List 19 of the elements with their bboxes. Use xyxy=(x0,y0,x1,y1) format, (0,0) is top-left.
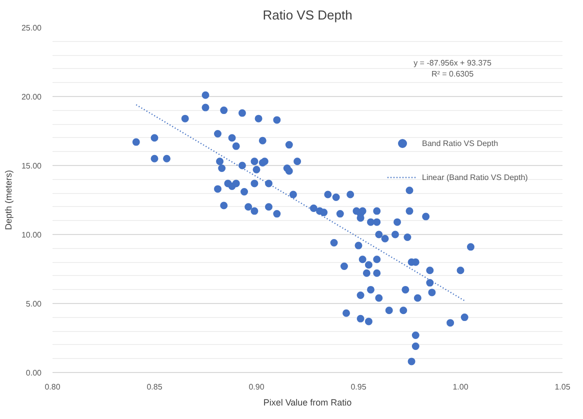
y-tick-label: 5.00 xyxy=(26,300,42,308)
legend-label: Linear (Band Ratio VS Depth) xyxy=(422,172,528,182)
x-tick-label: 1.00 xyxy=(452,382,469,392)
x-tick-label: 1.05 xyxy=(554,382,571,392)
chart-title: Ratio VS Depth xyxy=(262,8,352,22)
x-tick-label: 0.95 xyxy=(350,382,367,392)
y-axis-title: Depth (meters) xyxy=(3,170,14,230)
x-axis-title: Pixel Value from Ratio xyxy=(263,398,352,408)
y-tick-label: 25.00 xyxy=(21,24,42,32)
legend-label: Band Ratio VS Depth xyxy=(422,138,498,148)
annotation: y = -87.956x + 93.375 xyxy=(414,58,492,68)
x-tick-label: 0.85 xyxy=(146,382,163,392)
y-tick-label: 15.00 xyxy=(21,162,42,170)
y-tick-label: 0.00 xyxy=(26,368,42,378)
y-tick-label: 20.00 xyxy=(21,92,42,102)
x-tick-label: 0.80 xyxy=(44,382,61,392)
x-tick-label: 0.90 xyxy=(248,382,265,392)
annotation: R² = 0.6305 xyxy=(431,70,474,78)
y-tick-label: 10.00 xyxy=(21,230,42,240)
